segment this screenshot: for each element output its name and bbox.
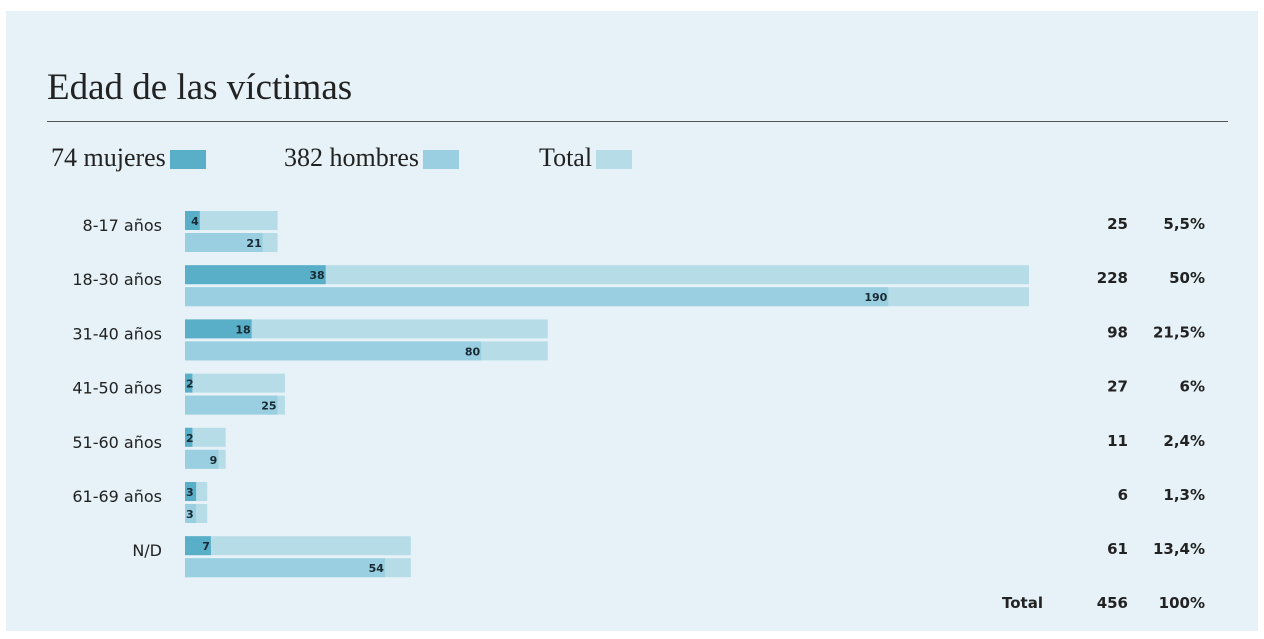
row-total-value: 228 xyxy=(1097,269,1128,287)
bar-mujeres xyxy=(185,265,326,285)
legend-item-hombres: 382 hombres xyxy=(284,141,460,175)
row-total-value: 98 xyxy=(1107,323,1128,341)
bar-total xyxy=(185,427,226,447)
bar-label-hombres: 21 xyxy=(246,237,261,250)
legend-swatch-mujeres xyxy=(169,149,206,169)
category-label: 61-69 años xyxy=(72,487,162,506)
row-total-pct: 13,4% xyxy=(1153,540,1205,558)
bar-hombres xyxy=(185,504,197,523)
bar-mujeres xyxy=(185,427,193,447)
bar-label-hombres: 25 xyxy=(261,400,276,413)
category-label: 51-60 años xyxy=(72,433,162,452)
bar-label-hombres: 54 xyxy=(369,562,385,575)
row-total-pct: 5,5% xyxy=(1163,215,1205,233)
bar-label-mujeres: 2 xyxy=(186,378,194,391)
bar-hombres xyxy=(185,449,219,469)
bar-mujeres xyxy=(185,536,211,556)
bars-layer: 8-17 años 4 21 25 5,5% 18-30 años 38 190 228 50% 3… xyxy=(72,211,1205,578)
grand-total-pct: 100% xyxy=(1159,594,1205,612)
bar-total xyxy=(185,211,278,230)
category-label: 8-17 años xyxy=(83,216,162,235)
bar-label-mujeres: 7 xyxy=(202,540,210,553)
bar-label-mujeres: 3 xyxy=(186,486,194,499)
bar-hombres xyxy=(185,233,263,252)
bar-label-mujeres: 2 xyxy=(186,432,194,445)
legend-swatch-total xyxy=(596,149,633,169)
row-total-pct: 21,5% xyxy=(1153,323,1205,341)
bar-total xyxy=(185,536,411,556)
bar-label-mujeres: 4 xyxy=(191,215,199,228)
chart-title: Edad de las víctimas xyxy=(47,67,353,108)
bar-hombres xyxy=(185,558,385,578)
bar-mujeres xyxy=(185,211,200,230)
row-total-value: 6 xyxy=(1118,486,1128,504)
legend-label-hombres: 382 hombres xyxy=(284,143,420,172)
bar-hombres xyxy=(185,395,278,415)
bar-label-hombres: 9 xyxy=(210,454,218,467)
legend-swatch-hombres xyxy=(423,149,460,169)
bar-mujeres xyxy=(185,319,252,339)
row-total-value: 25 xyxy=(1107,215,1128,233)
row-total-pct: 6% xyxy=(1180,378,1205,396)
category-label: 18-30 años xyxy=(72,270,162,289)
legend-item-total: Total xyxy=(539,141,633,175)
grand-total-label: Total xyxy=(1002,594,1043,612)
bar-label-mujeres: 18 xyxy=(235,323,250,336)
bar-label-mujeres: 38 xyxy=(309,269,324,282)
bar-total xyxy=(185,373,285,393)
bar-hombres xyxy=(185,341,482,361)
bar-total xyxy=(185,319,548,339)
row-total-pct: 1,3% xyxy=(1163,486,1205,504)
category-label: 41-50 años xyxy=(72,379,162,398)
legend-item-mujeres: 74 mujeres xyxy=(51,141,206,175)
bar-mujeres xyxy=(185,373,193,393)
bar-total xyxy=(185,265,1029,285)
category-label: N/D xyxy=(132,541,162,560)
bar-hombres xyxy=(185,287,889,307)
grand-total-value: 456 xyxy=(1097,594,1128,612)
bar-label-hombres: 3 xyxy=(186,508,194,521)
row-total-value: 11 xyxy=(1107,432,1128,450)
row-total-value: 61 xyxy=(1107,540,1128,558)
bar-label-hombres: 80 xyxy=(465,345,481,358)
bar-mujeres xyxy=(185,482,197,501)
title-divider xyxy=(47,121,1228,122)
row-total-pct: 2,4% xyxy=(1163,432,1205,450)
category-label: 31-40 años xyxy=(72,324,162,343)
legend-label-total: Total xyxy=(539,143,593,172)
legend-label-mujeres: 74 mujeres xyxy=(51,143,166,172)
bar-label-hombres: 190 xyxy=(864,291,887,304)
row-total-value: 27 xyxy=(1107,378,1128,396)
row-total-pct: 50% xyxy=(1169,269,1205,287)
